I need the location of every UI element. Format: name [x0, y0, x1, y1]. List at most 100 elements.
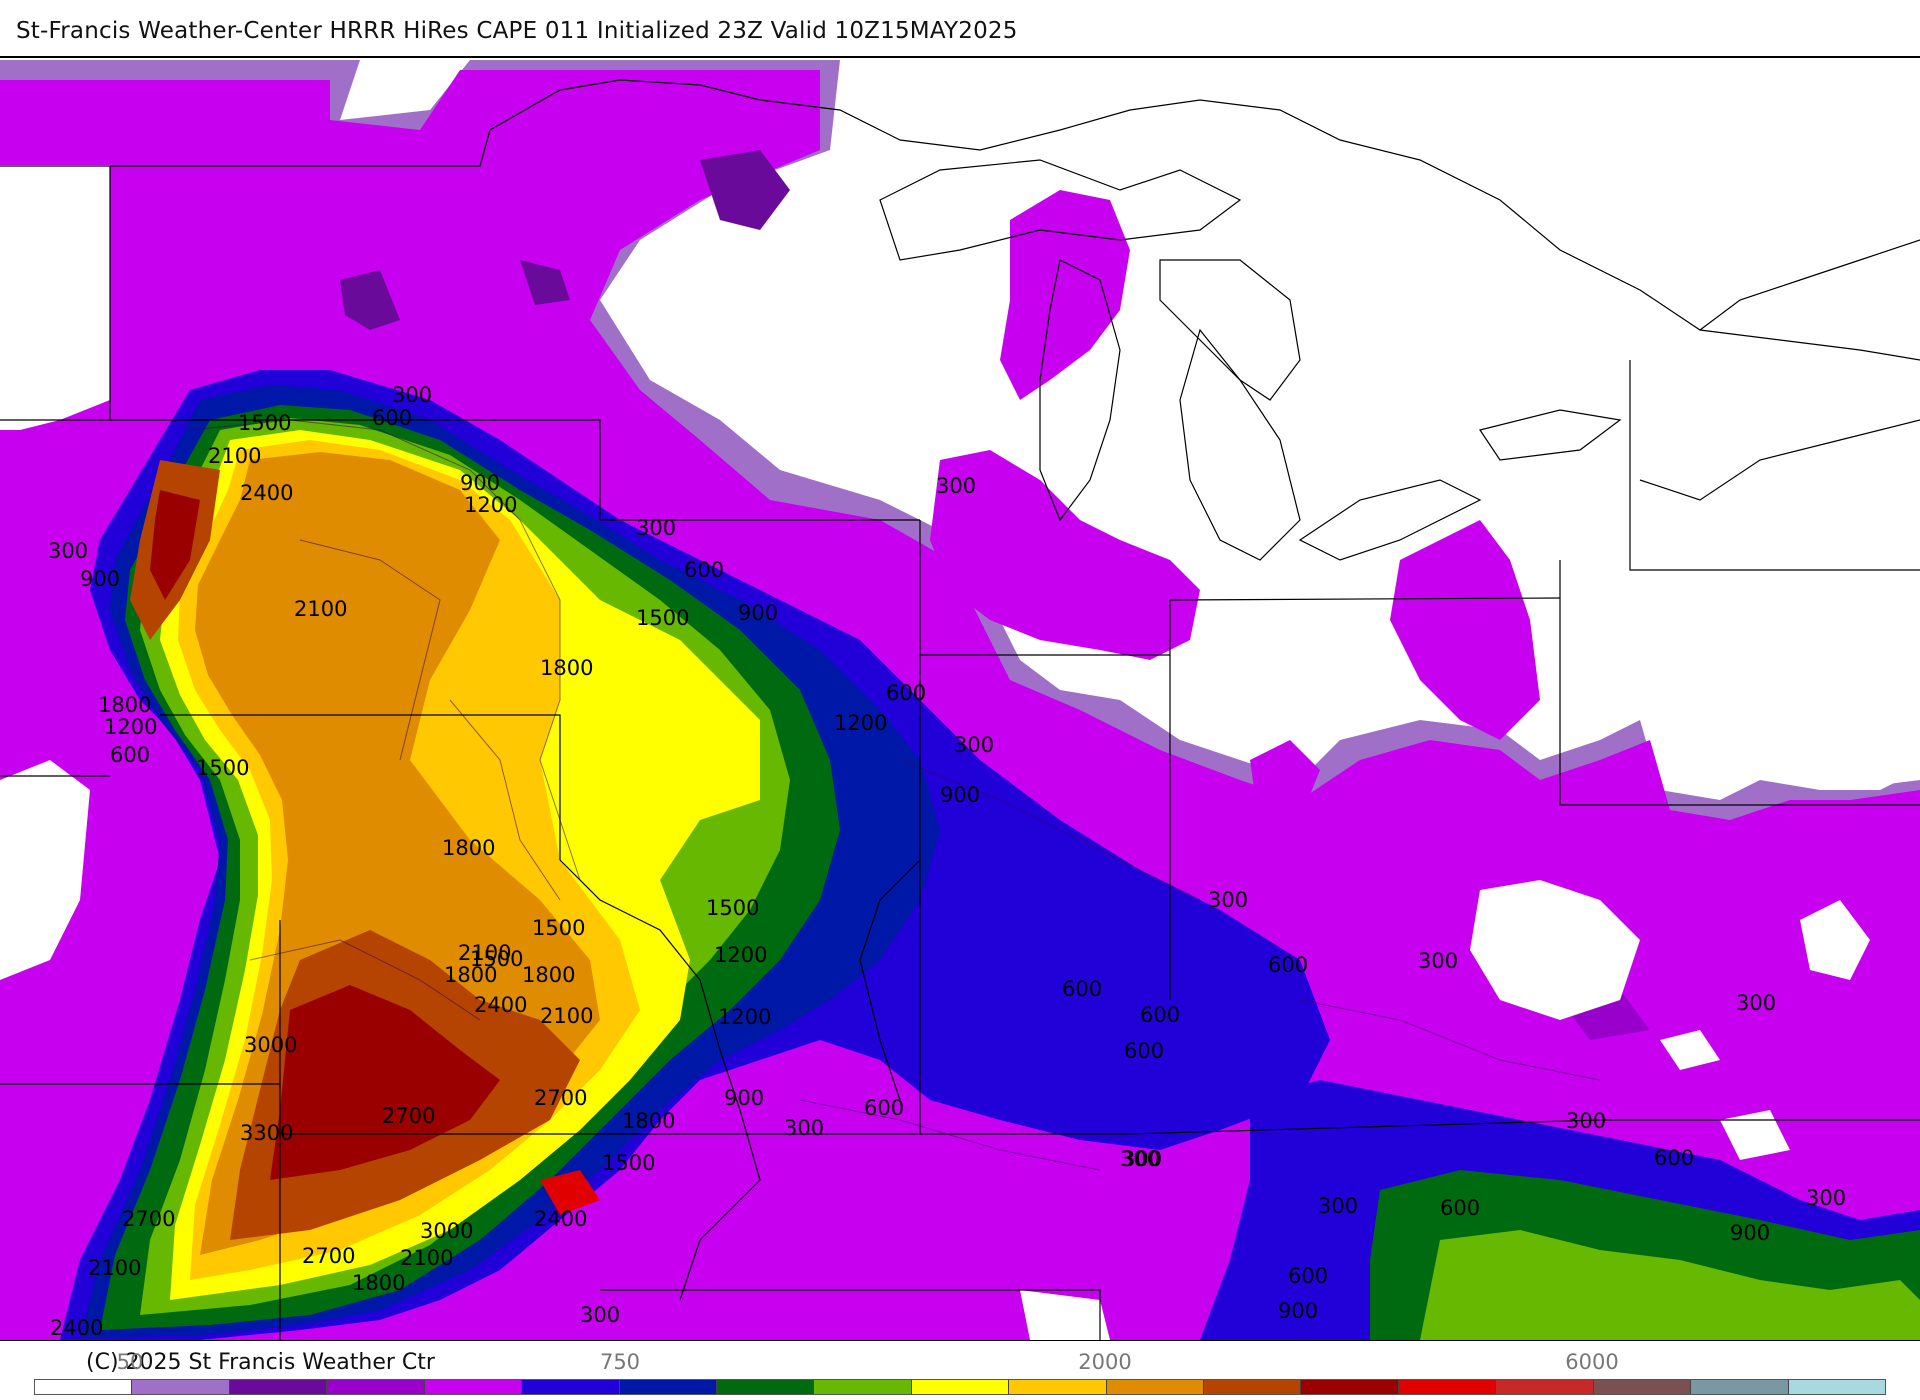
- border-us-canada: [0, 79, 1920, 361]
- contour-label: 300: [1208, 888, 1248, 912]
- contour-label: 900: [940, 783, 980, 807]
- contour-label: 1500: [636, 606, 689, 630]
- contour-label-layer: 300 600 1500 2100 2400 900 1200 300 900 …: [48, 383, 1846, 1340]
- contour-label: 900: [1278, 1299, 1318, 1323]
- colorbar-swatch: [1398, 1380, 1497, 1394]
- contour-label: 1800: [622, 1109, 675, 1133]
- contour-label: 600: [1062, 977, 1102, 1001]
- fill-light-green-east: [1420, 1230, 1920, 1340]
- colorbar-swatch: [1301, 1380, 1399, 1394]
- contour-label: 300: [784, 1116, 824, 1140]
- state-line-13: [1629, 360, 1920, 571]
- contour-label: 600: [1288, 1264, 1328, 1288]
- contour-label: 2700: [382, 1104, 435, 1128]
- contour-label: 300: [392, 383, 432, 407]
- contour-label: 2100: [208, 444, 261, 468]
- contour-label: 2400: [50, 1316, 103, 1340]
- contour-label: 300: [1418, 949, 1458, 973]
- contour-label: 2400: [240, 481, 293, 505]
- contour-label: 1200: [464, 493, 517, 517]
- contour-label: 1800: [540, 656, 593, 680]
- contour-label: 300: [1736, 991, 1776, 1015]
- contour-label: 600: [864, 1096, 904, 1120]
- colorbar-swatch: [1788, 1380, 1886, 1394]
- contour-label: 1800: [522, 963, 575, 987]
- contour-label: 600: [372, 406, 412, 430]
- colorbar-tick-label: 50: [116, 1350, 144, 1374]
- contour-label: 300: [1122, 1147, 1162, 1171]
- colorbar-swatch: [132, 1380, 230, 1394]
- contour-label: 300: [954, 733, 994, 757]
- contour-label: 900: [724, 1086, 764, 1110]
- colorbar-swatch: [1204, 1380, 1302, 1394]
- contour-label: 1500: [238, 411, 291, 435]
- contour-label: 2400: [474, 993, 527, 1017]
- contour-label: 3300: [240, 1121, 293, 1145]
- white-patch-1: [1800, 900, 1870, 980]
- white-region-gulf: [1020, 1290, 1110, 1340]
- contour-label: 600: [1140, 1003, 1180, 1027]
- contour-label: 1800: [444, 963, 497, 987]
- white-patch-3: [1660, 1030, 1720, 1070]
- contour-label: 900: [738, 601, 778, 625]
- contour-label: 1200: [834, 711, 887, 735]
- colorbar-swatch: [229, 1380, 328, 1394]
- contour-label: 1800: [442, 836, 495, 860]
- map-header: St-Francis Weather-Center HRRR HiRes CAP…: [0, 0, 1920, 58]
- contour-label: 300: [48, 539, 88, 563]
- colorbar-tick-label: 750: [599, 1350, 641, 1374]
- colorbar-swatch: [522, 1380, 620, 1394]
- contour-label: 300: [936, 474, 976, 498]
- contour-label: 2100: [88, 1256, 141, 1280]
- boundaries: [0, 79, 1920, 1340]
- contour-label: 1500: [196, 756, 249, 780]
- white-patch-2: [1720, 1110, 1790, 1160]
- colorbar-tick-label: 2000: [1078, 1350, 1132, 1374]
- colorbar-swatch: [814, 1380, 912, 1394]
- contour-label: 1800: [98, 693, 151, 717]
- colorbar-swatch: [424, 1380, 523, 1394]
- river-1: [559, 859, 761, 1301]
- contour-label: 2700: [534, 1086, 587, 1110]
- coast-northeast: [1699, 239, 1920, 331]
- colorbar-swatch: [35, 1380, 133, 1394]
- colorbar-swatch: [1593, 1380, 1692, 1394]
- white-region-southeast: [1470, 880, 1640, 1020]
- state-line-7: [280, 1119, 1920, 1135]
- state-line-11: [1169, 597, 1561, 601]
- river-2: [859, 859, 921, 1101]
- contour-label: 300: [1318, 1194, 1358, 1218]
- copyright-text: (C) 2025 St Francis Weather Ctr: [86, 1350, 435, 1375]
- contour-label: 1200: [714, 943, 767, 967]
- contour-lines: [189, 419, 1601, 1171]
- contour-label: 900: [1730, 1221, 1770, 1245]
- map-title: St-Francis Weather-Center HRRR HiRes CAP…: [16, 18, 1018, 44]
- lake-superior: [879, 159, 1242, 261]
- contour-label: 600: [886, 681, 926, 705]
- cape-map: 300 600 1500 2100 2400 900 1200 300 900 …: [0, 58, 1920, 1340]
- contour-label: 2400: [534, 1207, 587, 1231]
- colorbar-swatch: [619, 1380, 717, 1394]
- contour-label: 1500: [706, 896, 759, 920]
- contour-label: 300: [1806, 1186, 1846, 1210]
- cape-map-svg: 300 600 1500 2100 2400 900 1200 300 900 …: [0, 60, 1920, 1340]
- state-line-14: [600, 1289, 1101, 1340]
- colorbar: [34, 1379, 1886, 1395]
- lake-huron: [1159, 259, 1301, 401]
- contour-label: 600: [1654, 1146, 1694, 1170]
- fill-dark-red: [150, 490, 500, 1180]
- state-line-4: [110, 419, 920, 521]
- contour-label: 600: [1440, 1196, 1480, 1220]
- white-region-west: [0, 165, 110, 430]
- colorbar-swatch: [911, 1380, 1010, 1394]
- contour-label: 300: [636, 516, 676, 540]
- contour-label: 2100: [458, 941, 511, 965]
- contour-label: 2100: [540, 1004, 593, 1028]
- violet-blobs: [930, 190, 1540, 830]
- contour-label: 3000: [420, 1219, 473, 1243]
- contour-label: 300: [580, 1303, 620, 1327]
- lake-ontario: [1479, 409, 1622, 461]
- contour-label: 1500: [602, 1151, 655, 1175]
- contour-label: 1200: [104, 715, 157, 739]
- contour-label: 600: [684, 558, 724, 582]
